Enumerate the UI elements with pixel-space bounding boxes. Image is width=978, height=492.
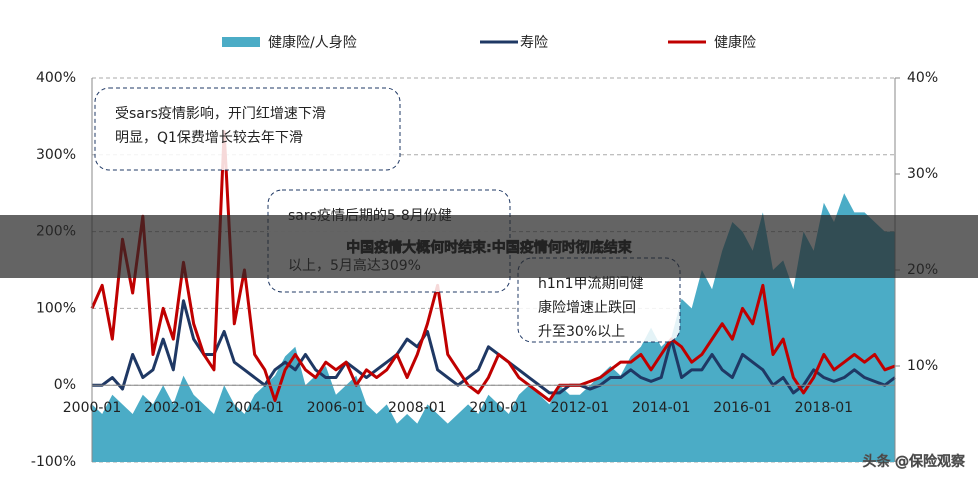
y-tick-label: 100% — [36, 300, 76, 316]
y2-tick-label: 30% — [907, 166, 938, 182]
y-tick-label: 400% — [36, 70, 76, 86]
legend-label: 寿险 — [520, 34, 548, 51]
annotation-text: 受sars疫情影响，开门红增速下滑 — [115, 105, 326, 122]
annotation-text: 康险增速止跌回 — [538, 299, 636, 316]
y-tick-label: 300% — [36, 147, 76, 163]
legend-label: 健康险/人身险 — [268, 34, 357, 51]
annotation-box — [94, 87, 401, 171]
banner-text: 中国疫情大概何时结束:中国疫情何时彻底结束 — [346, 239, 633, 256]
x-tick-label: 2000-01 — [63, 400, 122, 416]
x-tick-label: 2018-01 — [795, 400, 854, 416]
legend-swatch — [222, 37, 260, 47]
x-tick-label: 2004-01 — [225, 400, 284, 416]
annotation-text: 升至30%以上 — [538, 324, 625, 340]
y-tick-label: 0% — [54, 377, 76, 393]
y2-tick-label: 40% — [907, 70, 938, 86]
x-tick-label: 2006-01 — [307, 400, 366, 416]
x-tick-label: 2014-01 — [632, 400, 691, 416]
x-tick-label: 2008-01 — [388, 400, 447, 416]
area — [92, 193, 895, 462]
x-tick-label: 2012-01 — [551, 400, 610, 416]
watermark: 头条 @保险观察 — [863, 453, 965, 470]
x-tick-label: 2010-01 — [469, 400, 528, 416]
annotation-text: h1n1甲流期间健 — [538, 276, 644, 292]
x-tick-label: 2016-01 — [713, 400, 772, 416]
banner — [0, 215, 978, 278]
line — [92, 299, 896, 395]
y2-tick-label: 10% — [907, 358, 938, 374]
x-tick-label: 2002-01 — [144, 400, 203, 416]
legend-label: 健康险 — [714, 34, 756, 51]
annotation-text: 明显，Q1保费增长较去年下滑 — [115, 129, 303, 146]
y-tick-label: -100% — [31, 454, 76, 470]
